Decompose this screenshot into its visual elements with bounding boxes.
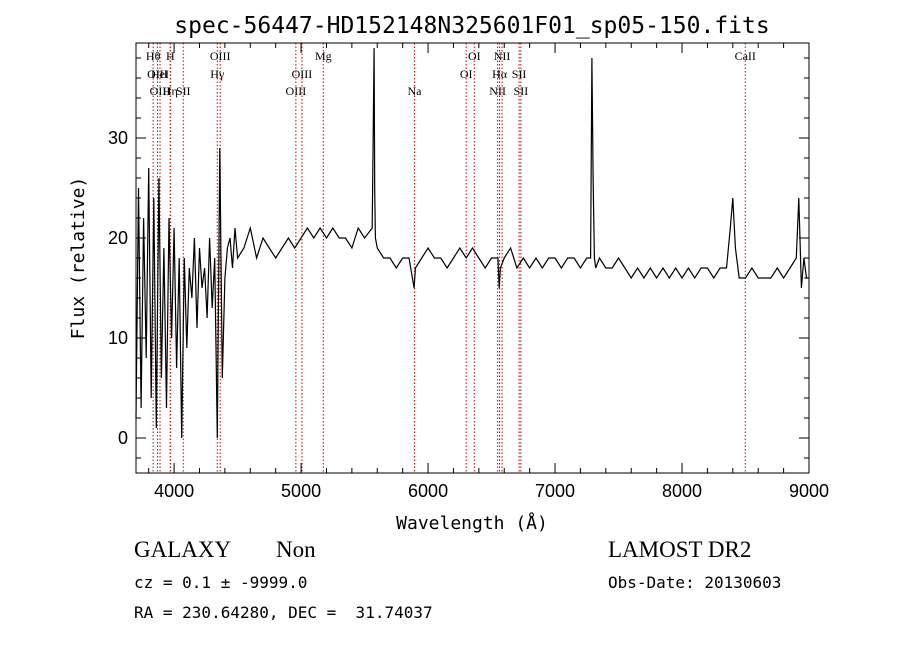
emission-line-label-17: NII bbox=[494, 49, 511, 63]
emission-line-label-16: Hα bbox=[492, 67, 508, 81]
x-tick-label: 6000 bbox=[408, 481, 448, 501]
x-tick-label: 5000 bbox=[281, 481, 321, 501]
emission-line-label-14: OI bbox=[468, 49, 481, 63]
subclass-label: Non bbox=[276, 537, 316, 562]
ra-dec: RA = 230.64280, DEC = 31.74037 bbox=[134, 603, 433, 622]
emission-line-label-19: SII bbox=[514, 84, 529, 98]
emission-line-label-12: Na bbox=[407, 84, 422, 98]
cz-value: cz = 0.1 ± -9999.0 bbox=[134, 573, 308, 592]
x-axis-label: Wavelength (Å) bbox=[396, 512, 548, 534]
x-tick-label: 4000 bbox=[154, 481, 194, 501]
emission-line-label-5: Hη bbox=[163, 84, 178, 98]
class-label: GALAXY bbox=[134, 537, 232, 562]
emission-line-label-3: OIII bbox=[150, 84, 171, 98]
emission-line-label-8: OIII bbox=[210, 49, 231, 63]
emission-line-label-9: OIII bbox=[286, 84, 307, 98]
emission-line-label-15: NII bbox=[489, 84, 506, 98]
emission-line-label-4: H bbox=[166, 49, 175, 63]
y-axis-ticks: 0 10 20 30 bbox=[108, 57, 809, 459]
emission-line-labels: HθOIIIHeIOIIIHHηSIIHγOIIIOIIIOIIIMgNaOIO… bbox=[146, 49, 756, 98]
spectrum-line bbox=[135, 47, 809, 439]
y-tick-label: 30 bbox=[108, 128, 128, 148]
emission-line-label-13: OI bbox=[460, 67, 473, 81]
chart-title: spec-56447-HD152148N325601F01_sp05-150.f… bbox=[174, 13, 769, 39]
x-axis-ticks: 4000 5000 6000 7000 8000 9000 bbox=[148, 43, 829, 501]
emission-line-label-18: SII bbox=[512, 67, 527, 81]
y-tick-label: 20 bbox=[108, 228, 128, 248]
y-axis-label: Flux (relative) bbox=[68, 177, 89, 340]
emission-line-label-6: SII bbox=[176, 84, 191, 98]
x-tick-label: 9000 bbox=[789, 481, 829, 501]
emission-line-label-20: CaII bbox=[735, 49, 756, 63]
emission-line-label-10: OIII bbox=[292, 67, 313, 81]
x-tick-label: 8000 bbox=[662, 481, 702, 501]
emission-line-markers bbox=[152, 43, 746, 473]
x-tick-label: 7000 bbox=[535, 481, 575, 501]
spectrum-chart: spec-56447-HD152148N325601F01_sp05-150.f… bbox=[68, 13, 829, 534]
emission-line-label-1: OIII bbox=[147, 67, 168, 81]
y-tick-label: 10 bbox=[108, 328, 128, 348]
emission-line-label-0: Hθ bbox=[146, 49, 161, 63]
y-tick-label: 0 bbox=[118, 428, 128, 448]
emission-line-label-7: Hγ bbox=[210, 67, 225, 81]
plot-frame bbox=[135, 42, 810, 474]
emission-line-label-11: Mg bbox=[315, 49, 332, 63]
obs-date: Obs-Date: 20130603 bbox=[608, 573, 782, 592]
emission-line-label-2: HeI bbox=[151, 67, 169, 81]
survey-label: LAMOST DR2 bbox=[608, 537, 752, 562]
